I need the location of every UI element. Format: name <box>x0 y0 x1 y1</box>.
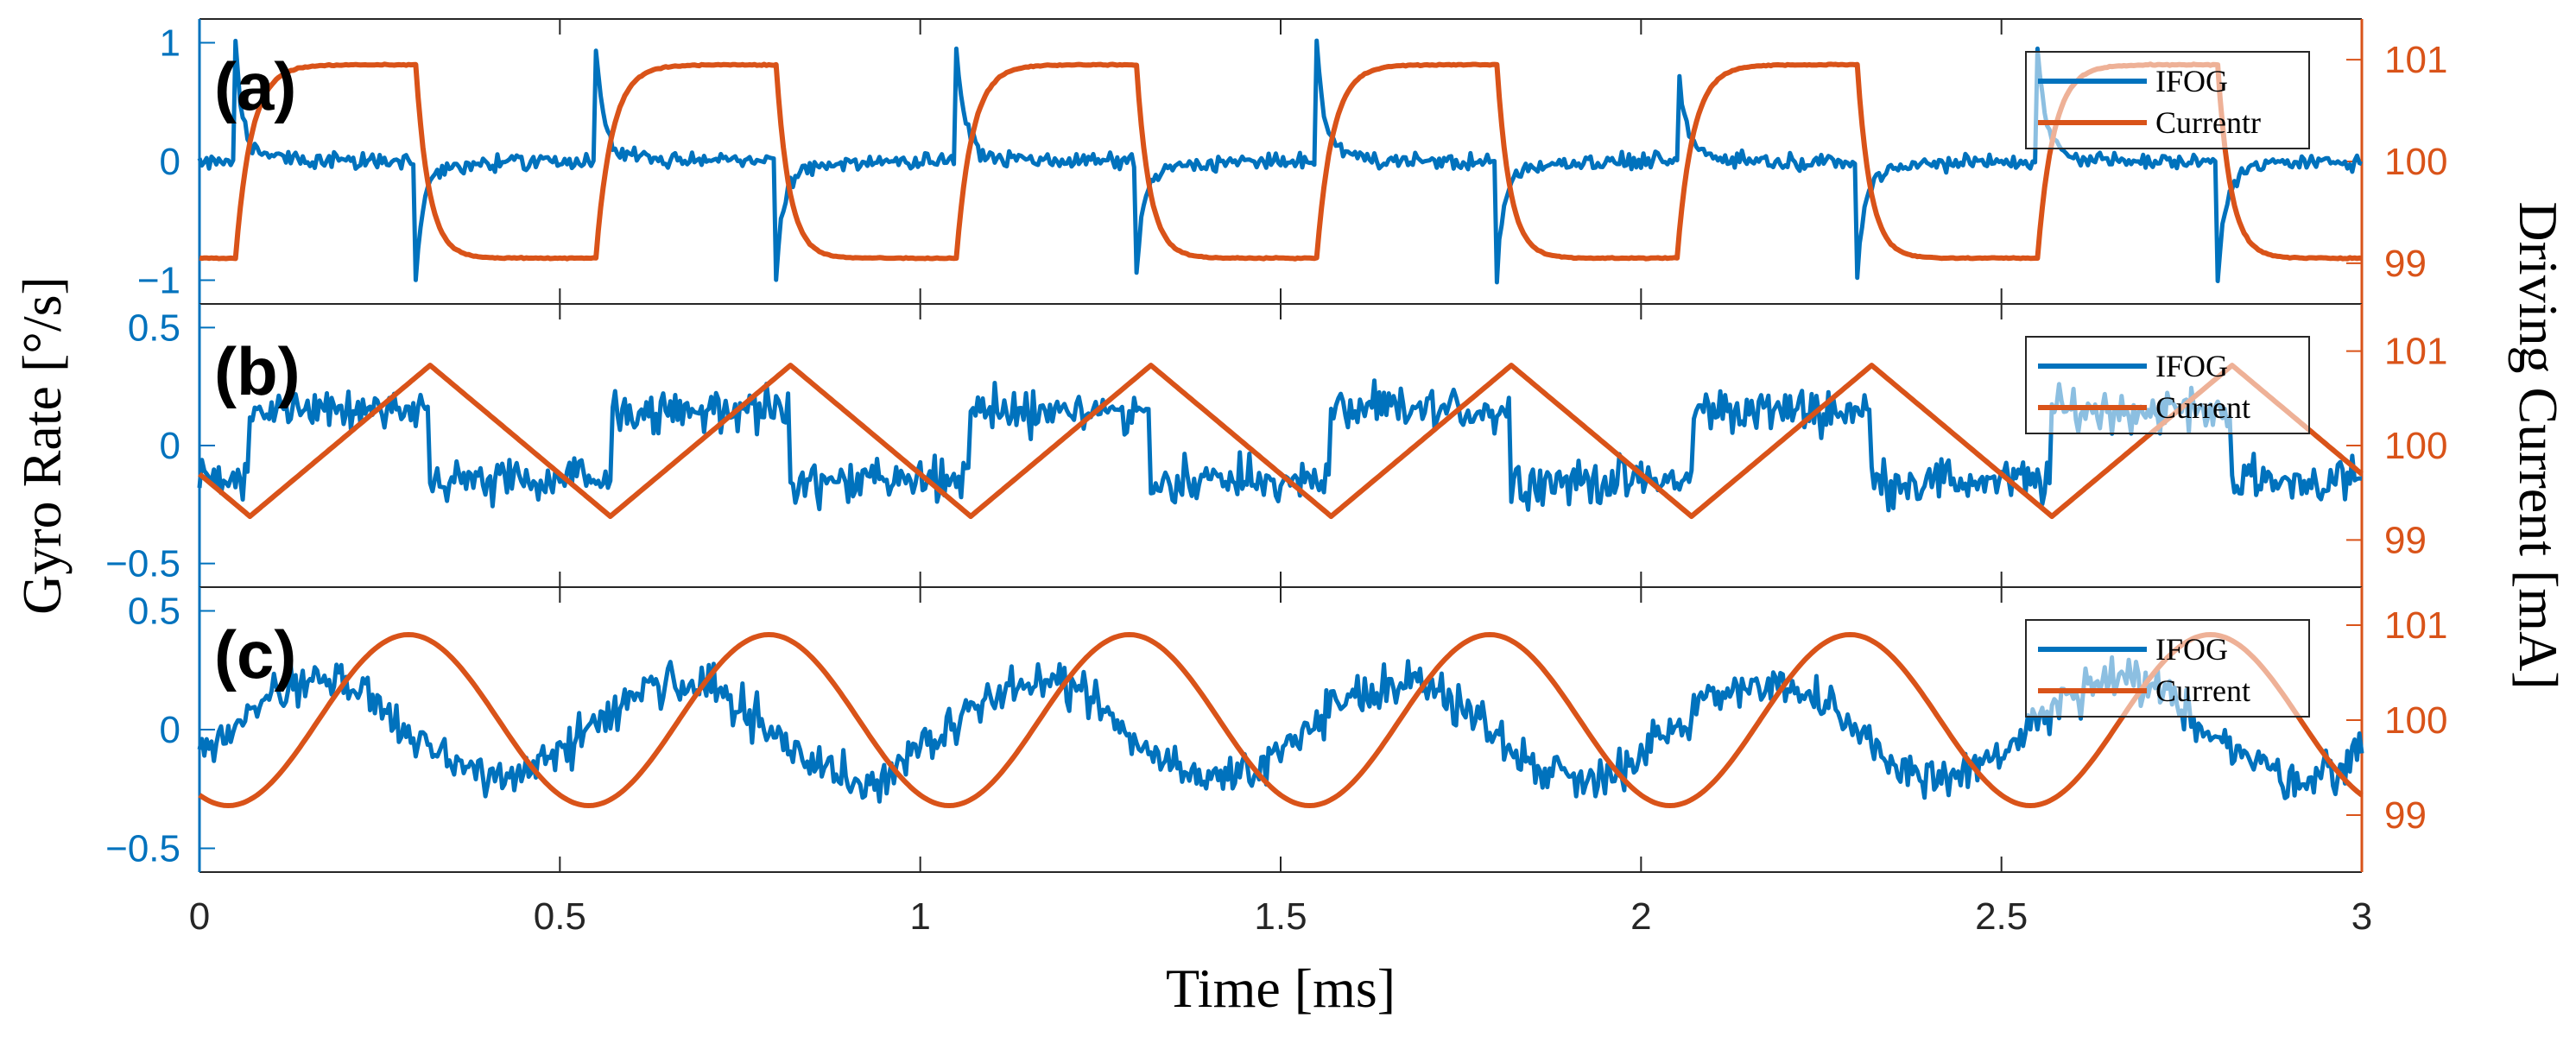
legend-label-ifog: IFOG <box>2155 64 2228 98</box>
y-tick-label-right: 101 <box>2384 39 2447 81</box>
y-tick-label-right: 100 <box>2384 425 2447 467</box>
y-axis-title-right: Driving Current [mA] <box>2508 201 2569 689</box>
panel-label: (a) <box>214 48 296 124</box>
y-tick-label-right: 100 <box>2384 141 2447 183</box>
y-tick-label-right: 99 <box>2384 519 2427 561</box>
panels: 1 0 −1 101 100 99 (a) IFOG Currentr 0.5 0 −0.5 101 10… <box>105 18 2447 873</box>
series-line-current <box>198 632 2364 808</box>
y-tick-label-left: 1 <box>160 22 180 65</box>
legend-label-ifog: IFOG <box>2155 632 2228 667</box>
y-tick-label-left: −0.5 <box>105 543 180 585</box>
y-tick-label-left: 0 <box>160 141 180 183</box>
legend-label-current: Currentr <box>2155 105 2261 140</box>
series-line-ifog <box>197 654 2364 804</box>
y-tick-label-right: 99 <box>2384 794 2427 837</box>
y-tick-label-left: 0 <box>160 425 180 467</box>
series-line-current <box>199 61 2363 262</box>
x-tick-label: 1 <box>909 895 930 938</box>
panel-c: 0.5 0 −0.5 101 100 99 (c) IFOG Current <box>105 586 2447 873</box>
legend-label-ifog: IFOG <box>2155 349 2228 383</box>
y-tick-label-right: 101 <box>2384 331 2447 373</box>
y-tick-label-left: −1 <box>137 260 180 302</box>
legend-label-current: Current <box>2155 390 2250 425</box>
y-tick-label-left: −0.5 <box>105 828 180 870</box>
y-tick-label-right: 100 <box>2384 699 2447 742</box>
x-axis-title: Time [ms] <box>1166 958 1396 1019</box>
y-tick-label-right: 101 <box>2384 604 2447 647</box>
legend-box <box>2025 619 2310 718</box>
panel-a: 1 0 −1 101 100 99 (a) IFOG Currentr <box>137 18 2447 305</box>
x-tick-label: 2.5 <box>1975 895 2028 938</box>
x-tick-label: 0.5 <box>534 895 586 938</box>
panel-b: 0.5 0 −0.5 101 100 99 (b) IFOG Current <box>105 303 2447 588</box>
x-tick-label: 2 <box>1630 895 1651 938</box>
y-tick-label-left: 0.5 <box>128 591 180 633</box>
series-line-ifog <box>197 38 2363 285</box>
series-line-current <box>198 363 2364 519</box>
y-axis-title-left: Gyro Rate [°/s] <box>11 276 73 615</box>
y-tick-label-left: 0.5 <box>128 307 180 349</box>
legend-label-current: Current <box>2155 673 2250 708</box>
y-tick-label-left: 0 <box>160 709 180 751</box>
panel-label: (c) <box>214 617 296 692</box>
legend-box <box>2025 336 2310 434</box>
y-tick-label-right: 99 <box>2384 243 2427 285</box>
panel-label: (b) <box>214 333 301 409</box>
legend-box <box>2025 51 2310 149</box>
x-tick-label: 1.5 <box>1254 895 1307 938</box>
x-tick-label: 3 <box>2351 895 2372 938</box>
x-tick-label: 0 <box>189 895 210 938</box>
